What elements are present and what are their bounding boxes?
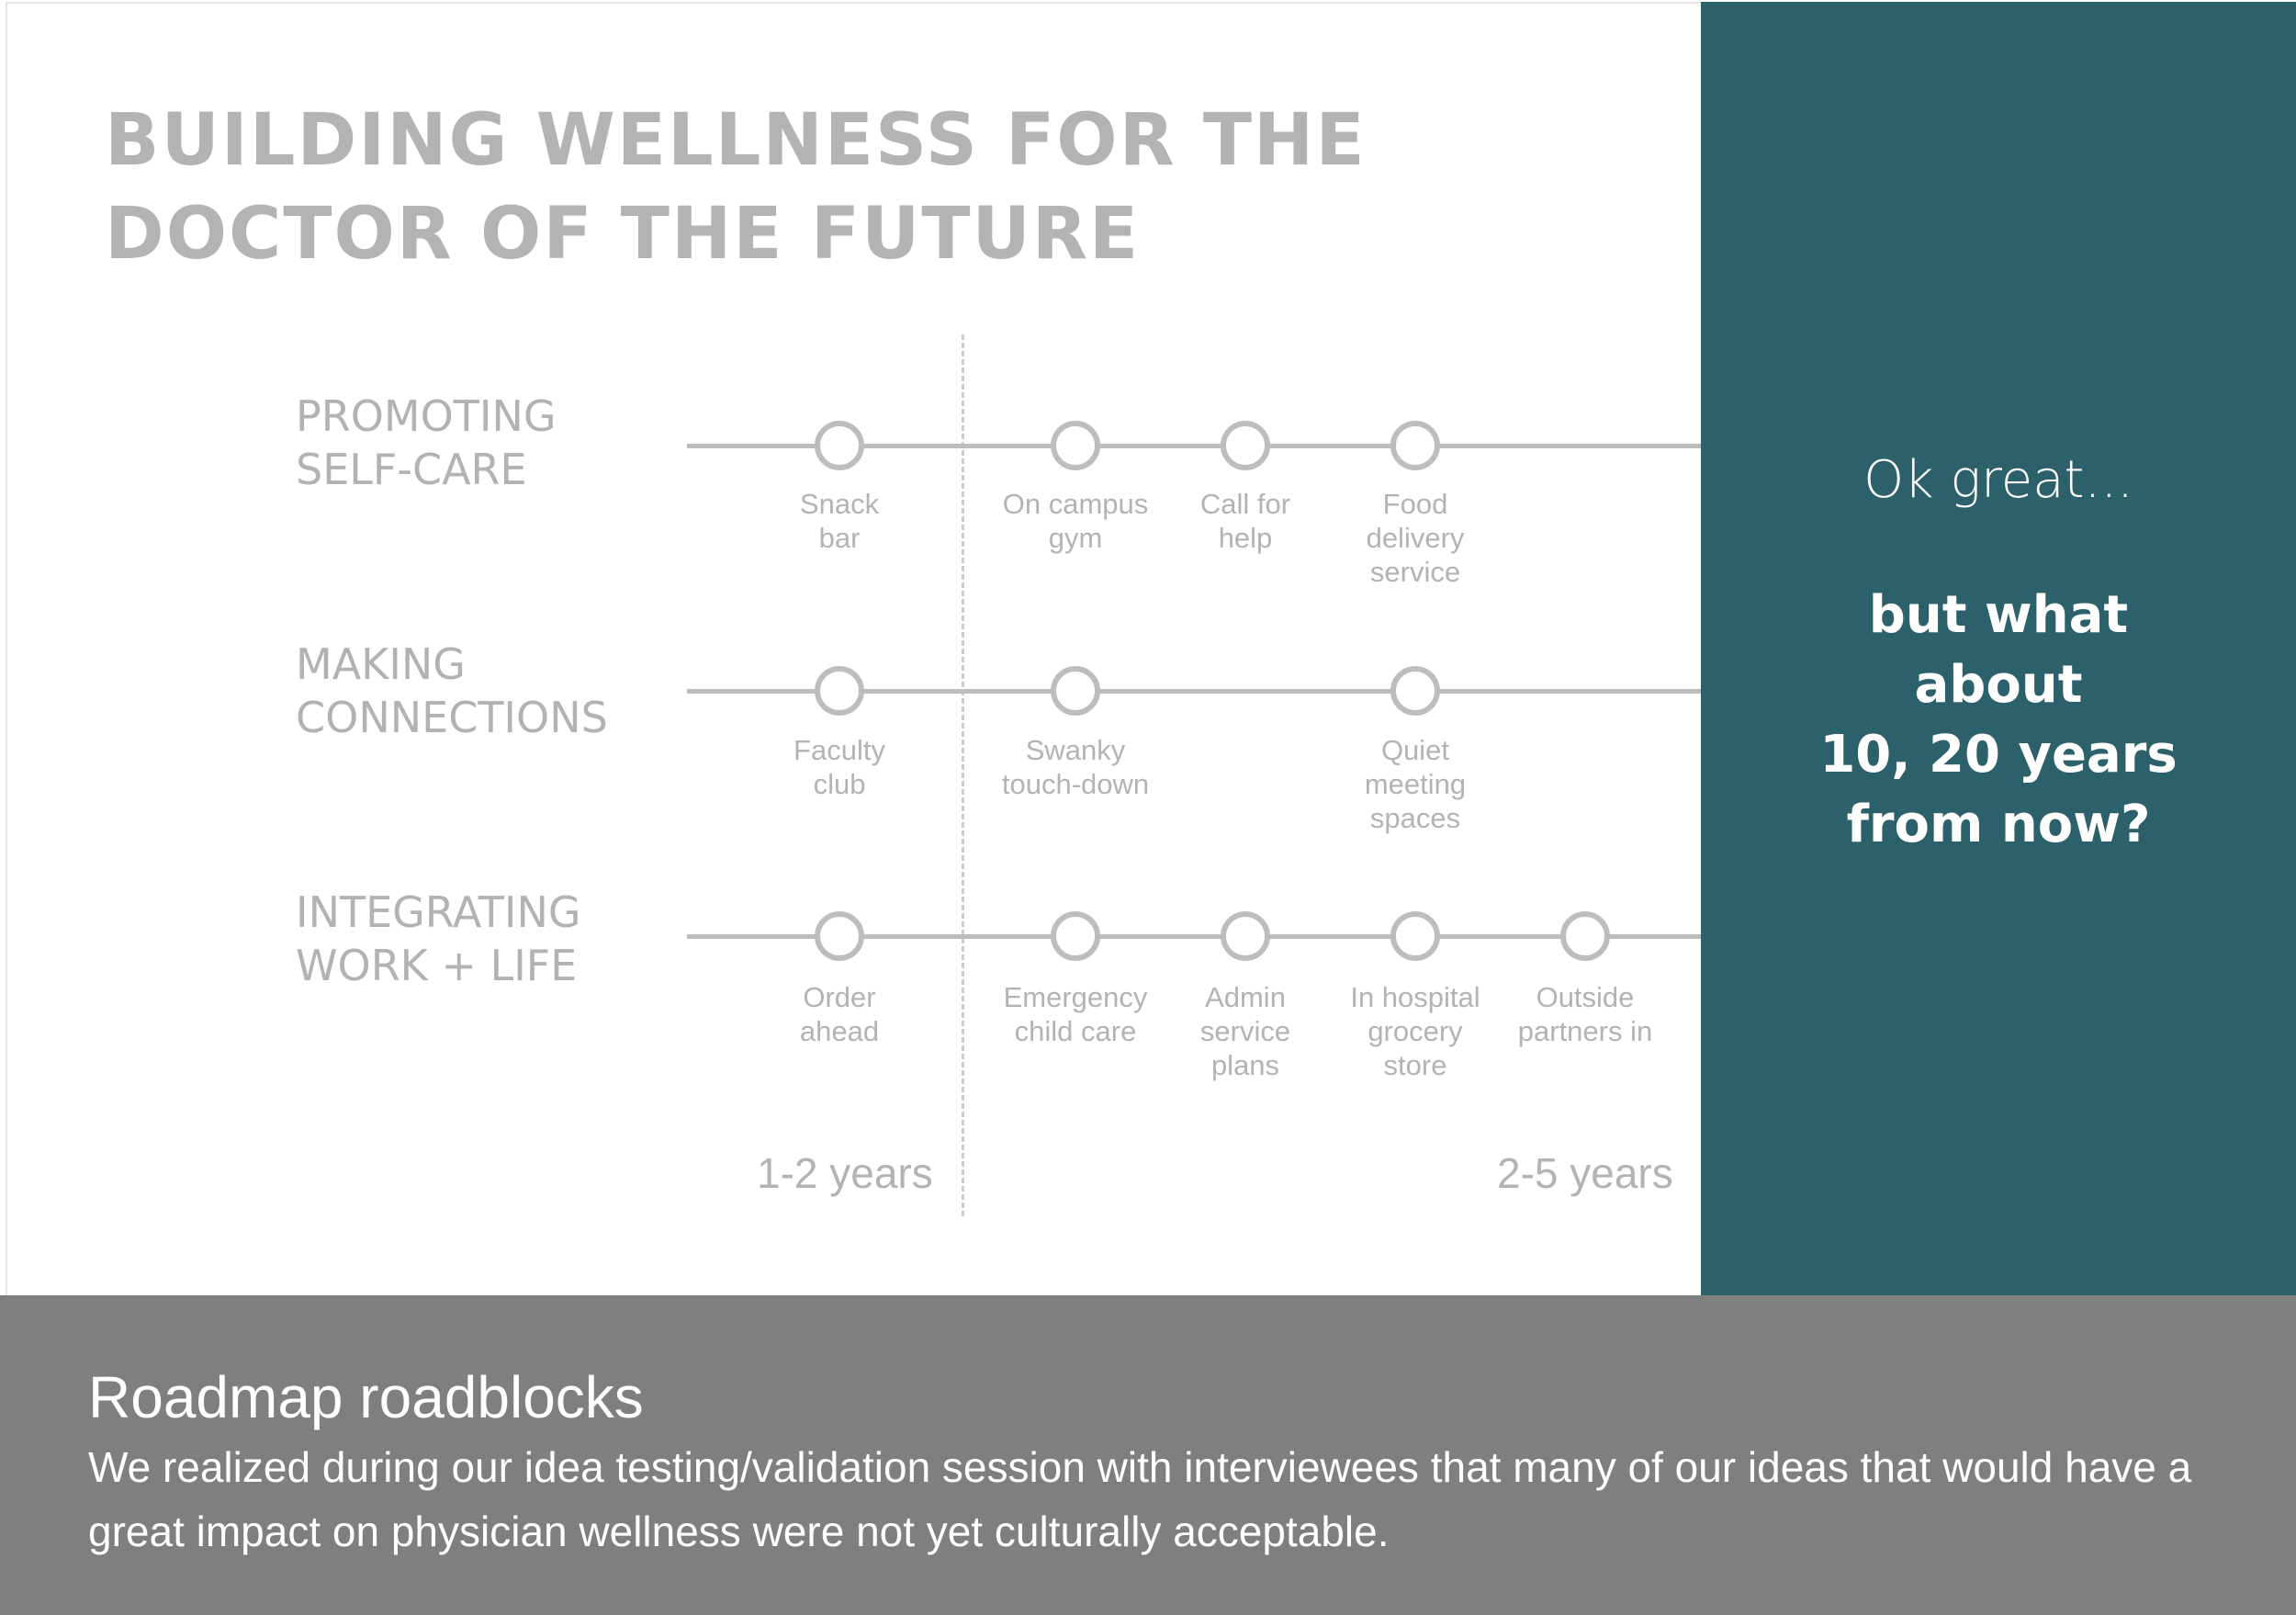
- milestone-label: Quiet meeting spaces: [1364, 734, 1467, 834]
- milestone-label: In hospital grocery store: [1350, 981, 1480, 1081]
- milestone-node: [1051, 421, 1100, 470]
- question-line: about: [1914, 655, 2083, 715]
- track-label-line: SELF-CARE: [296, 445, 527, 494]
- milestone-label: Call for help: [1199, 488, 1291, 554]
- milestone-label: Admin service plans: [1199, 981, 1291, 1081]
- phase-divider: [962, 334, 964, 1216]
- milestone-node: [1051, 911, 1100, 961]
- track-line-work-life: [687, 934, 1708, 939]
- caption-band: Roadmap roadblocks We realized during ou…: [0, 1295, 2296, 1615]
- track-label-self-care: PROMOTING SELF-CARE: [296, 390, 557, 496]
- milestone-label: On campus gym: [1002, 488, 1149, 554]
- title-line-1: BUILDING WELLNESS FOR THE: [105, 99, 1367, 182]
- question-line: from now?: [1846, 795, 2151, 854]
- phase-label-long: 2-5 years: [1497, 1149, 1673, 1197]
- milestone-label: Outside partners in: [1517, 981, 1653, 1047]
- milestone-node: [1390, 911, 1440, 961]
- milestone-node: [815, 666, 864, 716]
- future-question-panel: Ok great... but what about 10, 20 years …: [1701, 2, 2296, 1295]
- milestone-node: [815, 421, 864, 470]
- track-label-line: INTEGRATING: [296, 887, 581, 937]
- page-title: BUILDING WELLNESS FOR THE DOCTOR OF THE …: [105, 94, 1367, 281]
- track-label-line: CONNECTIONS: [296, 693, 608, 742]
- milestone-label: Order ahead: [799, 981, 880, 1047]
- caption-text: We realized during our idea testing/vali…: [88, 1443, 2192, 1555]
- track-label-work-life: INTEGRATING WORK + LIFE: [296, 886, 581, 992]
- milestone-node: [1051, 666, 1100, 716]
- question-line: but what: [1868, 585, 2129, 645]
- track-label-line: MAKING: [296, 639, 466, 689]
- panel-question: but what about 10, 20 years from now?: [1701, 581, 2296, 860]
- title-line-2: DOCTOR OF THE FUTURE: [105, 193, 1141, 276]
- milestone-label: Faculty club: [793, 734, 885, 800]
- milestone-node: [1221, 421, 1270, 470]
- milestone-node: [1560, 911, 1610, 961]
- milestone-label: Swanky touch-down: [1001, 734, 1150, 800]
- track-line-self-care: [687, 444, 1708, 448]
- milestone-node: [1390, 421, 1440, 470]
- question-line: 10, 20 years: [1819, 725, 2178, 785]
- track-label-connections: MAKING CONNECTIONS: [296, 638, 608, 744]
- milestone-node: [1390, 666, 1440, 716]
- panel-intro: Ok great...: [1863, 450, 2133, 510]
- phase-label-short: 1-2 years: [757, 1149, 933, 1197]
- milestone-node: [815, 911, 864, 961]
- milestone-label: Snack bar: [799, 488, 880, 554]
- roadmap-slide: BUILDING WELLNESS FOR THE DOCTOR OF THE …: [6, 2, 1708, 1295]
- milestone-label: Food delivery service: [1366, 488, 1465, 588]
- milestone-node: [1221, 911, 1270, 961]
- caption-heading: Roadmap roadblocks: [88, 1364, 644, 1430]
- milestone-label: Emergency child care: [1003, 981, 1148, 1047]
- track-label-line: WORK + LIFE: [296, 941, 578, 990]
- track-line-connections: [687, 689, 1708, 694]
- track-label-line: PROMOTING: [296, 391, 557, 441]
